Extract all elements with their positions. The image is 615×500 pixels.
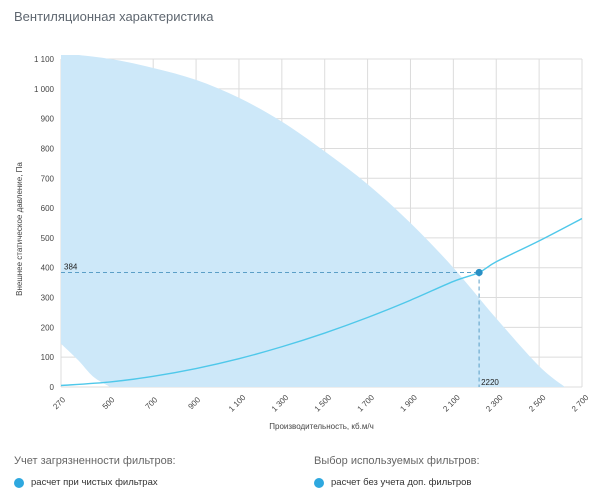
y-tick-label: 600 [41,204,55,213]
x-tick-label: 1 500 [313,393,334,414]
x-tick-label: 1 300 [270,393,291,414]
filters-load-option[interactable]: расчет при чистых фильтрах [14,477,158,488]
y-tick-label: 0 [50,383,55,392]
page-title: Вентиляционная характеристика [14,9,214,24]
filters-load-heading: Учет загрязненности фильтров: [14,455,176,467]
filters-used-option-label: расчет без учета доп. фильтров [331,477,472,488]
filters-load-option-label: расчет при чистых фильтрах [31,477,158,488]
x-tick-label: 1 100 [227,393,248,414]
x-tick-label: 500 [101,395,117,411]
x-tick-label: 700 [144,395,160,411]
radio-selected-icon[interactable] [314,477,324,488]
ventilation-chart: 384 2220 0 100 200 300 400 500 600 700 800 900 1 000… [15,55,591,431]
y-tick-label: 400 [41,264,55,273]
y-tick-label: 100 [41,353,55,362]
y-tick-label: 1 100 [34,55,55,64]
operating-point-y-label: 384 [64,262,78,271]
x-tick-label: 1 700 [356,393,377,414]
x-tick-label: 2 100 [441,393,462,414]
x-tick-label: 2 300 [484,393,505,414]
x-tick-label: 2 700 [570,393,591,414]
operating-point [475,268,483,277]
y-tick-label: 1 000 [34,85,55,94]
y-tick-label: 800 [41,144,55,153]
x-tick-label: 1 900 [398,393,419,414]
y-tick-label: 200 [41,323,55,332]
operating-point-x-label: 2220 [481,378,499,387]
y-tick-label: 300 [41,294,55,303]
filters-used-heading: Выбор используемых фильтров: [314,455,480,467]
y-tick-label: 700 [41,174,55,183]
x-tick-label: 2 500 [527,393,548,414]
working-area [61,55,565,387]
network-curve [61,217,582,387]
y-tick-label: 900 [41,115,55,124]
y-tick-label: 500 [41,234,55,243]
y-axis-label: Внешнее статическое давление, Па [15,162,24,296]
x-axis-label: Производительность, кб.м/ч [269,422,373,431]
x-tick-label: 900 [186,395,202,411]
x-tick-label: 270 [51,395,67,411]
filters-used-option[interactable]: расчет без учета доп. фильтров [314,477,471,488]
radio-selected-icon[interactable] [14,477,24,488]
